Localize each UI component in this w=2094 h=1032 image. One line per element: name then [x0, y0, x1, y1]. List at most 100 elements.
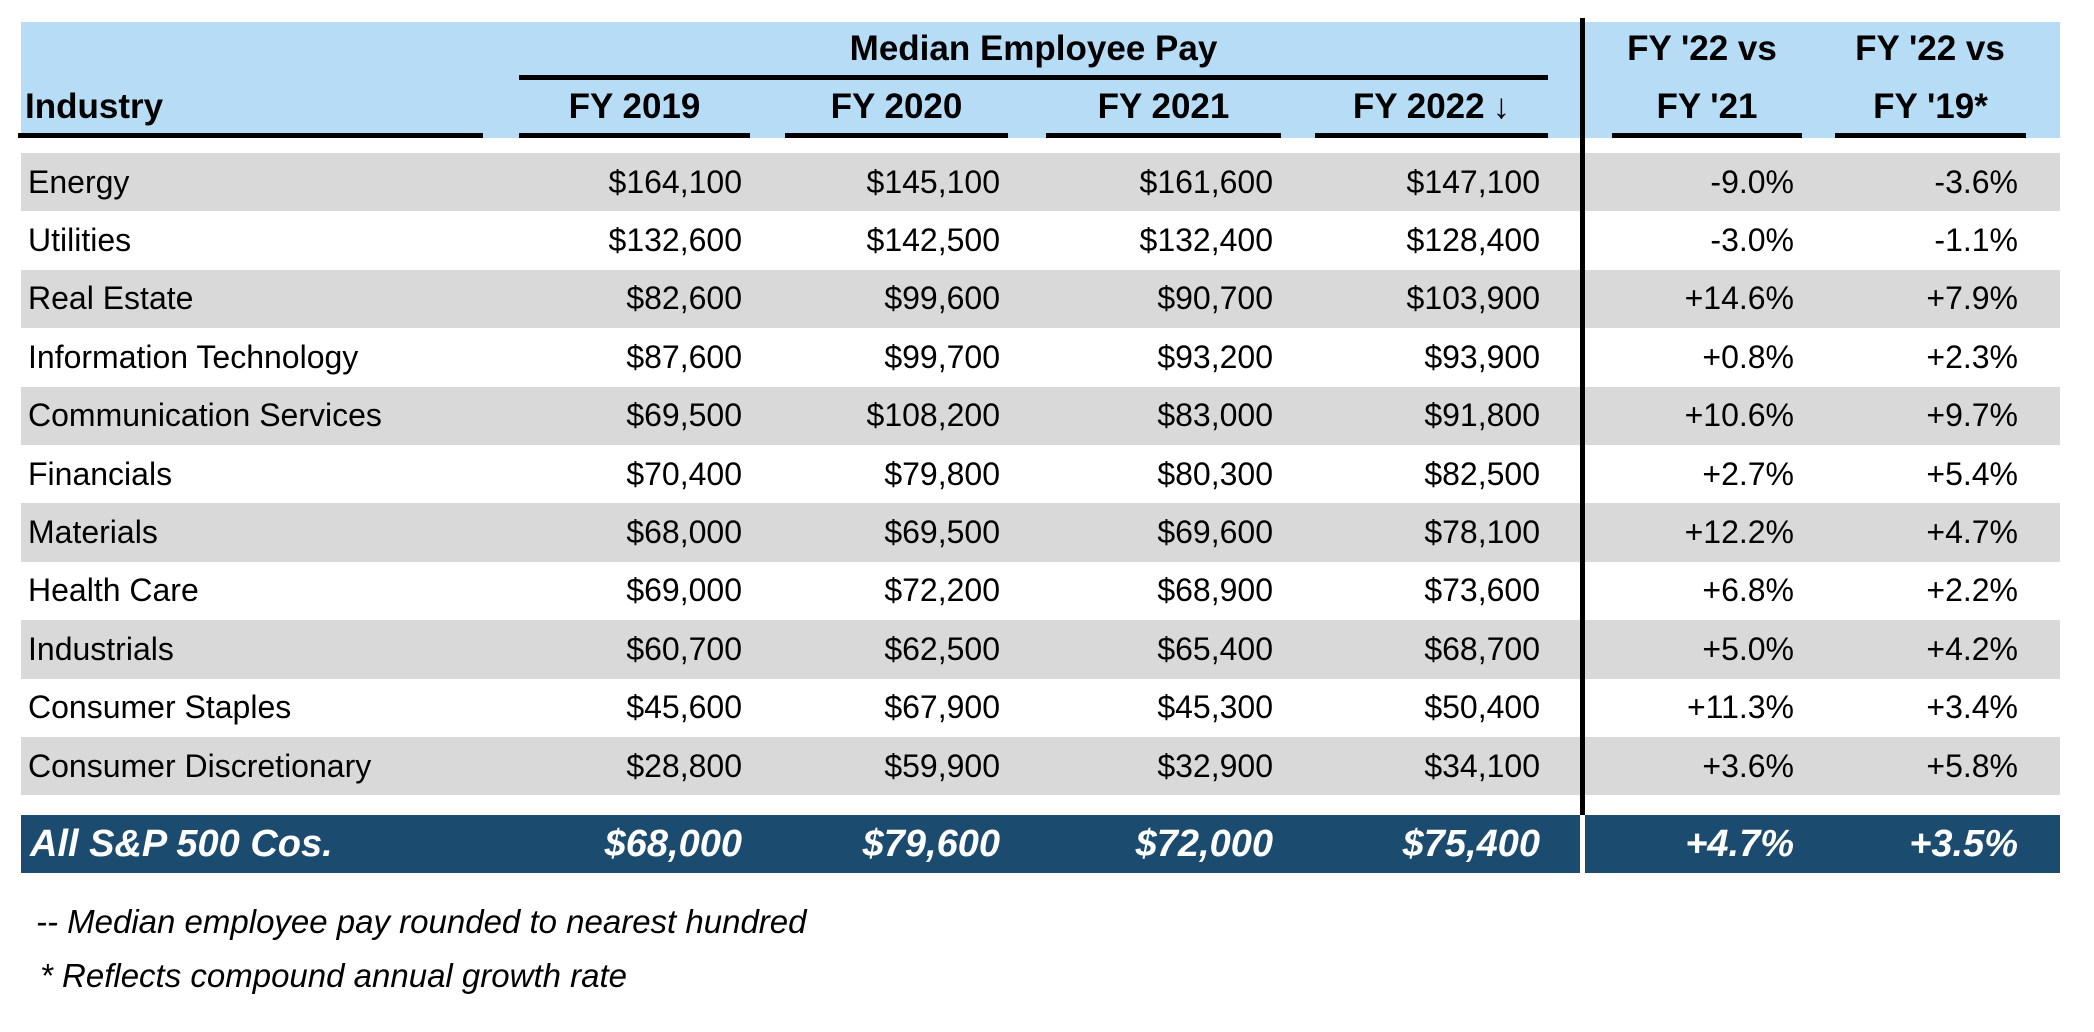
cell-fy2021: $90,700 — [1157, 280, 1273, 317]
cell-industry: Real Estate — [28, 280, 194, 317]
cell-fy2020: $79,800 — [884, 455, 1000, 492]
column-header-fy2022[interactable]: FY 2022 ↓ — [1307, 89, 1556, 124]
column-header-industry: Industry — [25, 87, 164, 126]
cell-vs-fy21: +2.7% — [1702, 455, 1794, 492]
vs-fy19-underline — [1835, 133, 2026, 138]
cell-vs-fy19: -1.1% — [1934, 222, 2018, 259]
fy2020-underline — [785, 133, 1008, 138]
cell-fy2019: $68,000 — [604, 822, 742, 865]
pay-group-header: Median Employee Pay — [849, 29, 1218, 68]
cell-fy2021: $132,400 — [1139, 222, 1273, 259]
cell-fy2019: $70,400 — [626, 455, 742, 492]
sort-descending-icon[interactable]: ↓ — [1492, 87, 1511, 126]
cell-fy2021: $32,900 — [1157, 747, 1273, 784]
cell-fy2020: $69,500 — [884, 514, 1000, 551]
cell-vs-fy21: +4.7% — [1685, 822, 1794, 865]
cell-fy2019: $164,100 — [608, 163, 742, 200]
cell-fy2021: $68,900 — [1157, 572, 1273, 609]
column-header-vs-fy19-line2: FY '19* — [1873, 87, 1988, 126]
table-row: Materials $68,000 $69,500 $69,600 $78,10… — [21, 503, 2060, 562]
cell-industry: All S&P 500 Cos. — [30, 822, 333, 865]
cell-vs-fy21: -9.0% — [1710, 163, 1794, 200]
cell-fy2022: $34,100 — [1424, 747, 1540, 784]
cell-fy2019: $69,500 — [626, 397, 742, 434]
cell-fy2020: $72,200 — [884, 572, 1000, 609]
table-row: Energy $164,100 $145,100 $161,600 $147,1… — [21, 153, 2060, 212]
cell-fy2021: $80,300 — [1157, 455, 1273, 492]
summary-row: All S&P 500 Cos. $68,000 $79,600 $72,000… — [21, 815, 2060, 874]
cell-fy2022: $68,700 — [1424, 630, 1540, 667]
cell-vs-fy19: +7.9% — [1926, 280, 2018, 317]
cell-fy2020: $62,500 — [884, 630, 1000, 667]
cell-vs-fy21: +14.6% — [1684, 280, 1794, 317]
cell-vs-fy19: +5.8% — [1926, 747, 2018, 784]
cell-industry: Health Care — [28, 572, 199, 609]
cell-vs-fy19: -3.6% — [1934, 163, 2018, 200]
cell-fy2021: $93,200 — [1157, 338, 1273, 375]
table-header-background — [21, 22, 2060, 138]
cell-vs-fy19: +5.4% — [1926, 455, 2018, 492]
column-header-vs-fy21-line1: FY '22 vs — [1627, 29, 1777, 68]
column-divider-summary-segment — [1580, 815, 1585, 874]
cell-fy2022: $103,900 — [1406, 280, 1540, 317]
cell-fy2022: $75,400 — [1402, 822, 1540, 865]
cell-fy2021: $72,000 — [1135, 822, 1273, 865]
table-row: Financials $70,400 $79,800 $80,300 $82,5… — [21, 445, 2060, 503]
cell-vs-fy19: +2.2% — [1926, 572, 2018, 609]
cell-fy2020: $59,900 — [884, 747, 1000, 784]
table-row: Real Estate $82,600 $99,600 $90,700 $103… — [21, 269, 2060, 329]
cell-fy2021: $45,300 — [1157, 689, 1273, 726]
cell-fy2020: $142,500 — [866, 222, 1000, 259]
cell-vs-fy21: +3.6% — [1702, 747, 1794, 784]
cell-fy2021: $65,400 — [1157, 630, 1273, 667]
table-row: Health Care $69,000 $72,200 $68,900 $73,… — [21, 562, 2060, 620]
column-header-fy2022-label[interactable]: FY 2022 — [1352, 87, 1485, 126]
column-header-fy2021: FY 2021 — [1097, 87, 1230, 126]
vs-fy21-underline — [1612, 133, 1802, 138]
cell-fy2020: $79,600 — [862, 822, 1000, 865]
cell-fy2022: $82,500 — [1424, 455, 1540, 492]
pay-group-underline — [519, 75, 1548, 80]
cell-industry: Consumer Discretionary — [28, 747, 372, 784]
cell-fy2021: $161,600 — [1139, 163, 1273, 200]
cell-vs-fy19: +3.5% — [1909, 822, 2018, 865]
cell-fy2019: $87,600 — [626, 338, 742, 375]
cell-industry: Information Technology — [28, 338, 359, 375]
fy2019-underline — [519, 133, 750, 138]
cell-fy2019: $82,600 — [626, 280, 742, 317]
cell-fy2019: $45,600 — [626, 689, 742, 726]
cell-industry: Industrials — [28, 630, 174, 667]
cell-fy2019: $68,000 — [626, 514, 742, 551]
cell-fy2019: $69,000 — [626, 572, 742, 609]
cell-fy2020: $108,200 — [866, 397, 1000, 434]
cell-vs-fy19: +4.7% — [1926, 514, 2018, 551]
cell-fy2019: $60,700 — [626, 630, 742, 667]
table-row: Industrials $60,700 $62,500 $65,400 $68,… — [21, 620, 2060, 679]
cell-fy2022: $93,900 — [1424, 338, 1540, 375]
cell-fy2022: $78,100 — [1424, 514, 1540, 551]
cell-industry: Materials — [28, 514, 158, 551]
industry-underline — [18, 133, 483, 138]
cell-vs-fy21: +11.3% — [1686, 689, 1794, 726]
cell-fy2022: $73,600 — [1424, 572, 1540, 609]
cell-fy2020: $67,900 — [884, 689, 1000, 726]
cell-vs-fy19: +4.2% — [1926, 630, 2018, 667]
cell-fy2022: $50,400 — [1424, 689, 1540, 726]
column-header-vs-fy19-line1: FY '22 vs — [1855, 29, 2005, 68]
footnote-cagr: * Reflects compound annual growth rate — [40, 957, 628, 994]
table-row: Consumer Staples $45,600 $67,900 $45,300… — [21, 679, 2060, 737]
cell-fy2022: $147,100 — [1406, 163, 1540, 200]
column-divider — [1580, 18, 1585, 815]
cell-vs-fy21: +12.2% — [1684, 514, 1794, 551]
cell-fy2022: $128,400 — [1406, 222, 1540, 259]
column-header-vs-fy21-line2: FY '21 — [1656, 87, 1758, 126]
cell-industry: Financials — [28, 455, 173, 492]
column-header-fy2019: FY 2019 — [568, 87, 701, 126]
cell-industry: Communication Services — [28, 397, 382, 434]
table-row: Consumer Discretionary $28,800 $59,900 $… — [21, 737, 2060, 796]
cell-fy2021: $69,600 — [1157, 514, 1273, 551]
cell-vs-fy21: +6.8% — [1702, 572, 1794, 609]
cell-vs-fy21: +0.8% — [1702, 338, 1794, 375]
cell-industry: Consumer Staples — [28, 689, 292, 726]
